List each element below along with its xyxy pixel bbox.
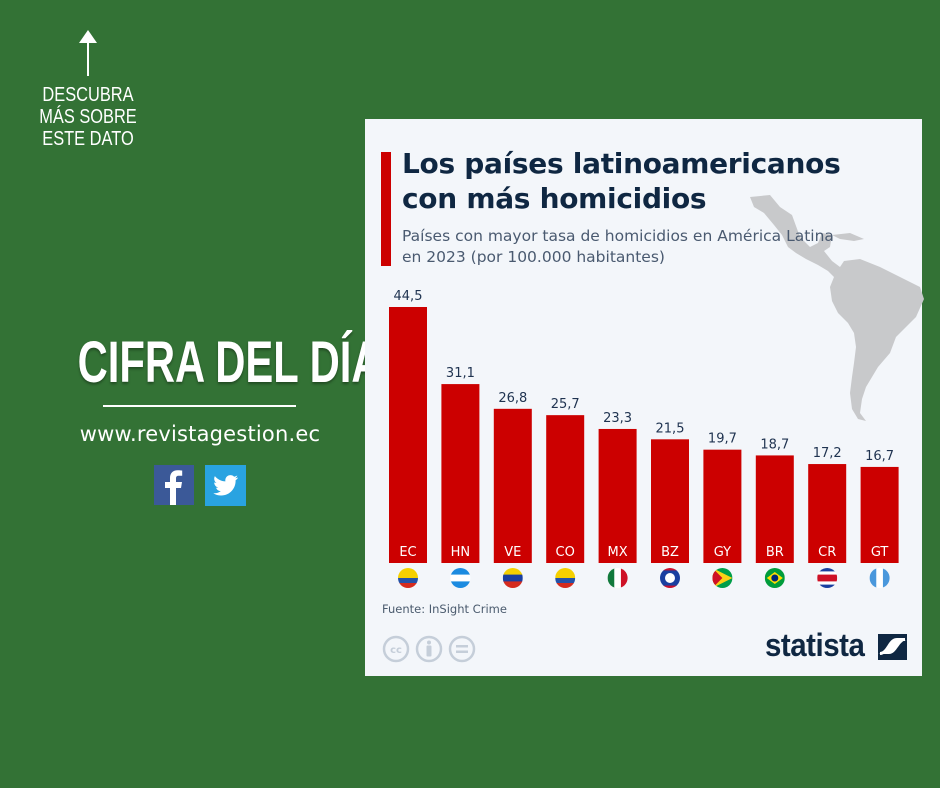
category-label: BR [766, 545, 784, 560]
category-label: VE [504, 545, 521, 560]
brazil-flag-icon [764, 568, 785, 588]
bar [389, 307, 427, 563]
category-label: EC [399, 545, 416, 560]
no-derivatives-icon[interactable] [448, 635, 476, 663]
category-label: CO [556, 545, 575, 560]
svg-text:cc: cc [390, 645, 402, 656]
category-label: MX [608, 545, 628, 560]
bar-group: 17,2 CR [808, 446, 847, 588]
statista-logo-text[interactable]: statista [765, 627, 865, 663]
value-label: 18,7 [760, 437, 789, 452]
bar-chart: 44,5 EC 31,1 HN 26,8 VE 25,7 CO 23,3 MX 21,5 BZ 19,7… [389, 289, 899, 588]
bar-group: 44,5 EC [389, 289, 427, 588]
statista-logo-icon[interactable] [878, 634, 907, 660]
belize-flag-icon [660, 568, 680, 588]
bar-group: 23,3 MX [598, 411, 637, 588]
bar [493, 408, 532, 563]
cc-icon[interactable]: cc [382, 635, 410, 663]
value-label: 44,5 [394, 289, 423, 304]
chart-title: Los países latinoamericanos con más homi… [402, 147, 841, 215]
guatemala-flag-icon [869, 568, 890, 588]
category-label: GT [871, 545, 889, 560]
bar-group: 18,7 BR [755, 437, 794, 588]
latin-america-map [750, 195, 924, 421]
twitter-icon[interactable] [205, 465, 246, 506]
value-label: 26,8 [498, 391, 527, 406]
facebook-icon[interactable] [154, 465, 194, 505]
honduras-flag-icon [450, 568, 471, 588]
category-label: BZ [661, 545, 679, 560]
title-accent-bar [381, 152, 391, 266]
bar [546, 415, 585, 563]
headline: CIFRA DEL DÍA [77, 330, 382, 395]
guyana-flag-icon [712, 568, 733, 588]
license-icons[interactable]: cc [381, 634, 481, 664]
bar-group: 26,8 VE [493, 391, 532, 588]
discover-more-link[interactable]: DESCUBRA MÁS SOBRE ESTE DATO [39, 84, 137, 150]
bar [808, 464, 847, 563]
attribution-icon[interactable] [415, 635, 443, 663]
mexico-flag-icon [607, 568, 628, 588]
value-label: 31,1 [446, 366, 475, 381]
value-label: 16,7 [865, 449, 894, 464]
bar [703, 449, 742, 563]
value-label: 17,2 [813, 446, 842, 461]
bar-group: 25,7 CO [546, 397, 585, 588]
bar [755, 455, 794, 563]
bar-group: 16,7 GT [860, 449, 899, 588]
bar-group: 31,1 HN [441, 366, 480, 588]
value-label: 25,7 [551, 397, 580, 412]
value-label: 21,5 [656, 421, 685, 436]
costa-rica-flag-icon [817, 568, 838, 588]
category-label: GY [714, 545, 731, 560]
bar-group: 21,5 BZ [651, 421, 689, 588]
venezuela-flag-icon [502, 568, 523, 588]
bar [860, 466, 899, 563]
colombia-flag-icon [555, 568, 576, 588]
ecuador-flag-icon [398, 568, 418, 588]
bar [441, 384, 480, 563]
source-note: Fuente: InSight Crime [382, 602, 507, 616]
divider [103, 405, 296, 407]
chart-subtitle: Países con mayor tasa de homicidios en A… [402, 227, 834, 266]
chart-card: Los países latinoamericanos con más homi… [365, 119, 924, 676]
bar-group: 19,7 GY [703, 432, 742, 588]
category-label: CR [818, 545, 836, 560]
website-link[interactable]: www.revistagestion.ec [79, 422, 321, 446]
arrow-up-icon[interactable] [79, 30, 97, 76]
bar [651, 439, 689, 563]
value-label: 23,3 [603, 411, 632, 426]
value-label: 19,7 [708, 432, 737, 447]
category-label: HN [451, 545, 471, 560]
bar [598, 428, 637, 563]
